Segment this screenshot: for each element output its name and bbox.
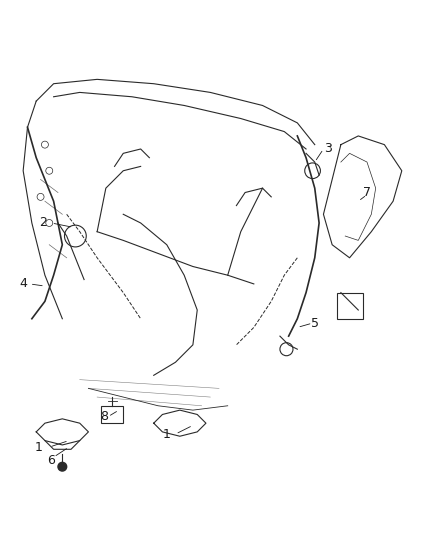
- Bar: [102, 406, 123, 423]
- Text: 1: 1: [35, 441, 42, 454]
- Text: 1: 1: [163, 427, 171, 441]
- Text: 7: 7: [363, 186, 371, 199]
- Circle shape: [58, 462, 67, 471]
- Text: 6: 6: [47, 454, 55, 467]
- Text: 4: 4: [19, 277, 27, 290]
- Text: 2: 2: [39, 216, 47, 230]
- Text: 8: 8: [100, 410, 108, 423]
- Text: 5: 5: [311, 317, 319, 329]
- Bar: [336, 293, 363, 319]
- Text: 3: 3: [324, 142, 332, 156]
